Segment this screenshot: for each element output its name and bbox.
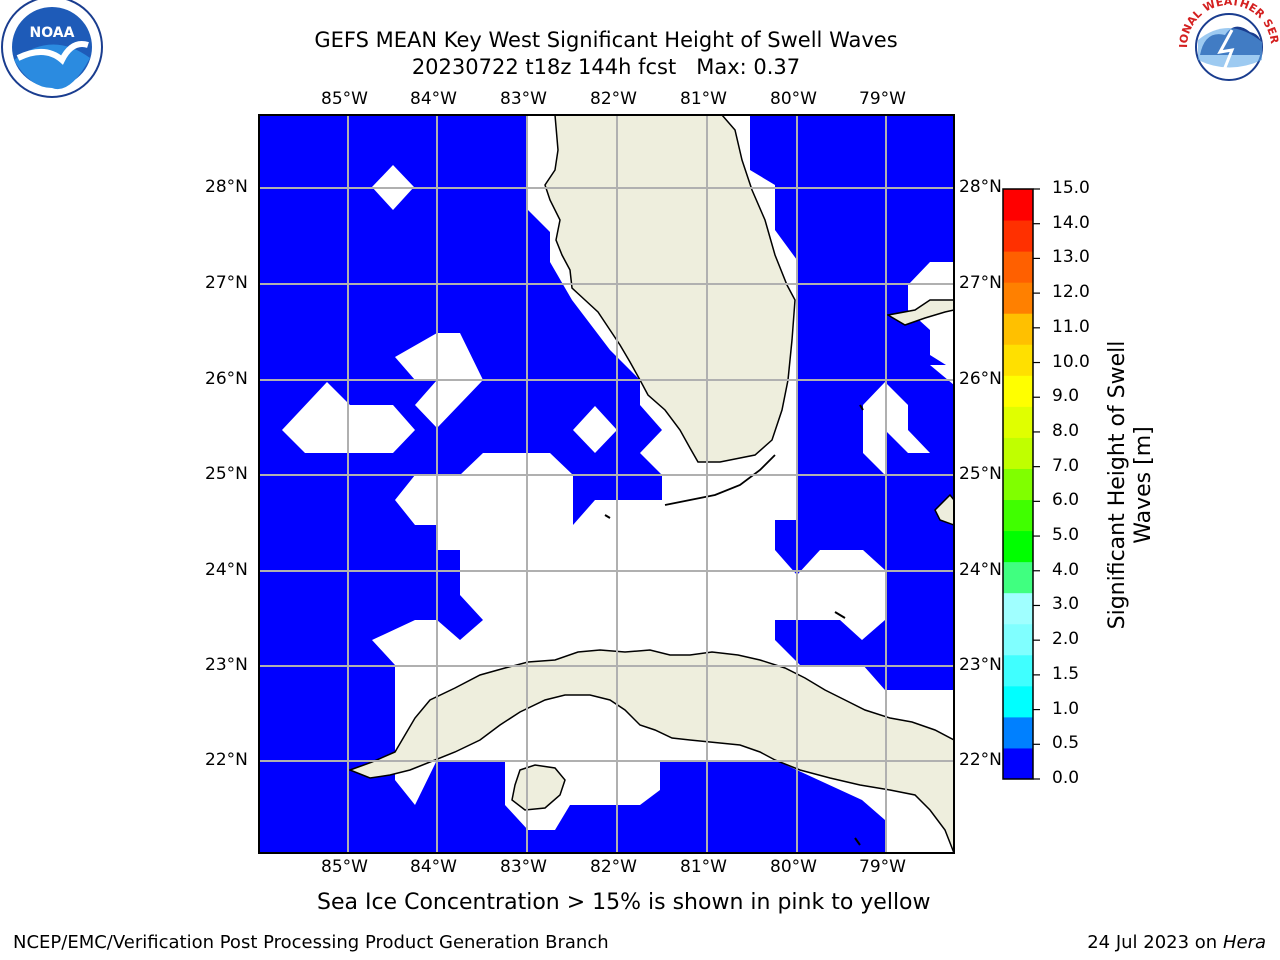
colorbar-band — [1003, 654, 1033, 687]
gridlines — [259, 115, 954, 853]
lat-tick-left: 27°N — [205, 273, 248, 293]
lon-tick-top: 79°W — [859, 89, 906, 109]
small-islands — [834, 404, 864, 846]
isla-juventud — [511, 764, 566, 811]
lon-tick-top: 85°W — [321, 89, 368, 109]
footer-right: 24 Jul 2023 on Hera — [1087, 932, 1266, 953]
colorbar-band — [1003, 530, 1033, 563]
colorbar-band — [1003, 747, 1033, 780]
florida-land — [544, 115, 796, 463]
colorbar-band — [1003, 499, 1033, 532]
lon-tick-bottom: 84°W — [410, 857, 457, 877]
sea-ice-note: Sea Ice Concentration > 15% is shown in … — [317, 890, 931, 915]
colorbar-band — [1003, 406, 1033, 438]
lon-tick-bottom: 81°W — [680, 857, 727, 877]
chart-subtitle: 20230722 t18z 144h fcst Max: 0.37 — [411, 55, 801, 79]
colorbar-band — [1003, 375, 1033, 407]
colorbar-tick-label: 14.0 — [1052, 212, 1090, 233]
footer-host: Hera — [1222, 932, 1266, 953]
colorbar-band — [1003, 251, 1033, 283]
lat-tick-right: 23°N — [959, 655, 1002, 675]
colorbar-band — [1003, 561, 1033, 594]
lat-tick-right: 28°N — [959, 177, 1002, 197]
dry-tortugas — [604, 514, 611, 519]
colorbar-band — [1003, 716, 1033, 749]
chart-title: GEFS MEAN Key West Significant Height of… — [314, 28, 898, 52]
lat-tick-right: 25°N — [959, 464, 1002, 484]
lon-tick-top: 82°W — [590, 89, 637, 109]
colorbar-tick-label: 5.0 — [1052, 525, 1080, 546]
colorbar-band — [1003, 282, 1033, 314]
lon-tick-bottom: 82°W — [590, 857, 637, 877]
lat-tick-right: 27°N — [959, 273, 1002, 293]
lat-tick-left: 22°N — [205, 750, 248, 770]
colorbar-band — [1003, 313, 1033, 345]
colorbar-tick-marks — [1033, 188, 1040, 780]
footer-date: 24 Jul 2023 on — [1087, 932, 1223, 953]
grand-bahama — [885, 299, 954, 326]
colorbar-band — [1003, 220, 1033, 252]
colorbar-tick-label: 12.0 — [1052, 282, 1090, 303]
colorbar-tick-label: 0.0 — [1052, 768, 1080, 788]
colorbar-tick-label: 2.0 — [1052, 629, 1080, 650]
map-frame — [258, 114, 955, 854]
colorbar-tick-label: 4.0 — [1052, 559, 1080, 580]
lon-tick-top: 83°W — [500, 89, 547, 109]
colorbar-tick-label: 0.5 — [1052, 733, 1080, 754]
lat-tick-left: 28°N — [205, 177, 248, 197]
lon-tick-top: 81°W — [680, 89, 727, 109]
lat-tick-left: 26°N — [205, 369, 248, 389]
colorbar-band — [1003, 344, 1033, 376]
colorbar-tick-label: 11.0 — [1052, 316, 1090, 337]
colorbar-tick-label: 1.0 — [1052, 698, 1080, 719]
lat-tick-right: 24°N — [959, 560, 1002, 580]
colorbar-bands — [1003, 189, 1033, 780]
colorbar-band — [1003, 623, 1033, 656]
lon-tick-bottom: 79°W — [859, 857, 906, 877]
noaa-logo: NOAA — [1, 0, 103, 98]
lon-tick-bottom: 80°W — [770, 857, 817, 877]
colorbar-band — [1003, 437, 1033, 469]
colorbar-tick-label: 1.5 — [1052, 663, 1080, 684]
lat-tick-right: 26°N — [959, 369, 1002, 389]
colorbar-label: Significant Height of Swell Waves [m] — [1105, 341, 1157, 630]
colorbar-tick-label: 6.0 — [1052, 490, 1080, 511]
colorbar-label-line2: Waves [m] — [1131, 426, 1156, 544]
colorbar-tick-label: 8.0 — [1052, 420, 1080, 441]
noaa-logo-text: NOAA — [30, 25, 75, 41]
florida-keys — [664, 454, 776, 506]
colorbar-tick-label: 10.0 — [1052, 351, 1090, 372]
colorbar-tick-label: 15.0 — [1052, 178, 1090, 198]
footer-left: NCEP/EMC/Verification Post Processing Pr… — [13, 932, 609, 953]
lat-tick-left: 24°N — [205, 560, 248, 580]
colorbar-band — [1003, 189, 1033, 221]
lon-tick-bottom: 83°W — [500, 857, 547, 877]
colorbar-frame — [1002, 188, 1034, 780]
lon-tick-bottom: 85°W — [321, 857, 368, 877]
colorbar-tick-label: 13.0 — [1052, 247, 1090, 268]
colorbar-band — [1003, 468, 1033, 501]
lat-tick-right: 22°N — [959, 750, 1002, 770]
bahamas-land — [934, 493, 954, 526]
colorbar-band — [1003, 592, 1033, 625]
colorbar-tick-label: 3.0 — [1052, 594, 1080, 615]
colorbar-band — [1003, 685, 1033, 718]
colorbar-tick-label: 9.0 — [1052, 386, 1080, 407]
colorbar-label-line1: Significant Height of Swell — [1105, 340, 1130, 630]
lat-tick-left: 25°N — [205, 464, 248, 484]
lon-tick-top: 80°W — [770, 89, 817, 109]
lat-tick-left: 23°N — [205, 655, 248, 675]
lon-tick-top: 84°W — [410, 89, 457, 109]
colorbar-tick-label: 7.0 — [1052, 455, 1080, 476]
cuba-land — [347, 649, 954, 853]
